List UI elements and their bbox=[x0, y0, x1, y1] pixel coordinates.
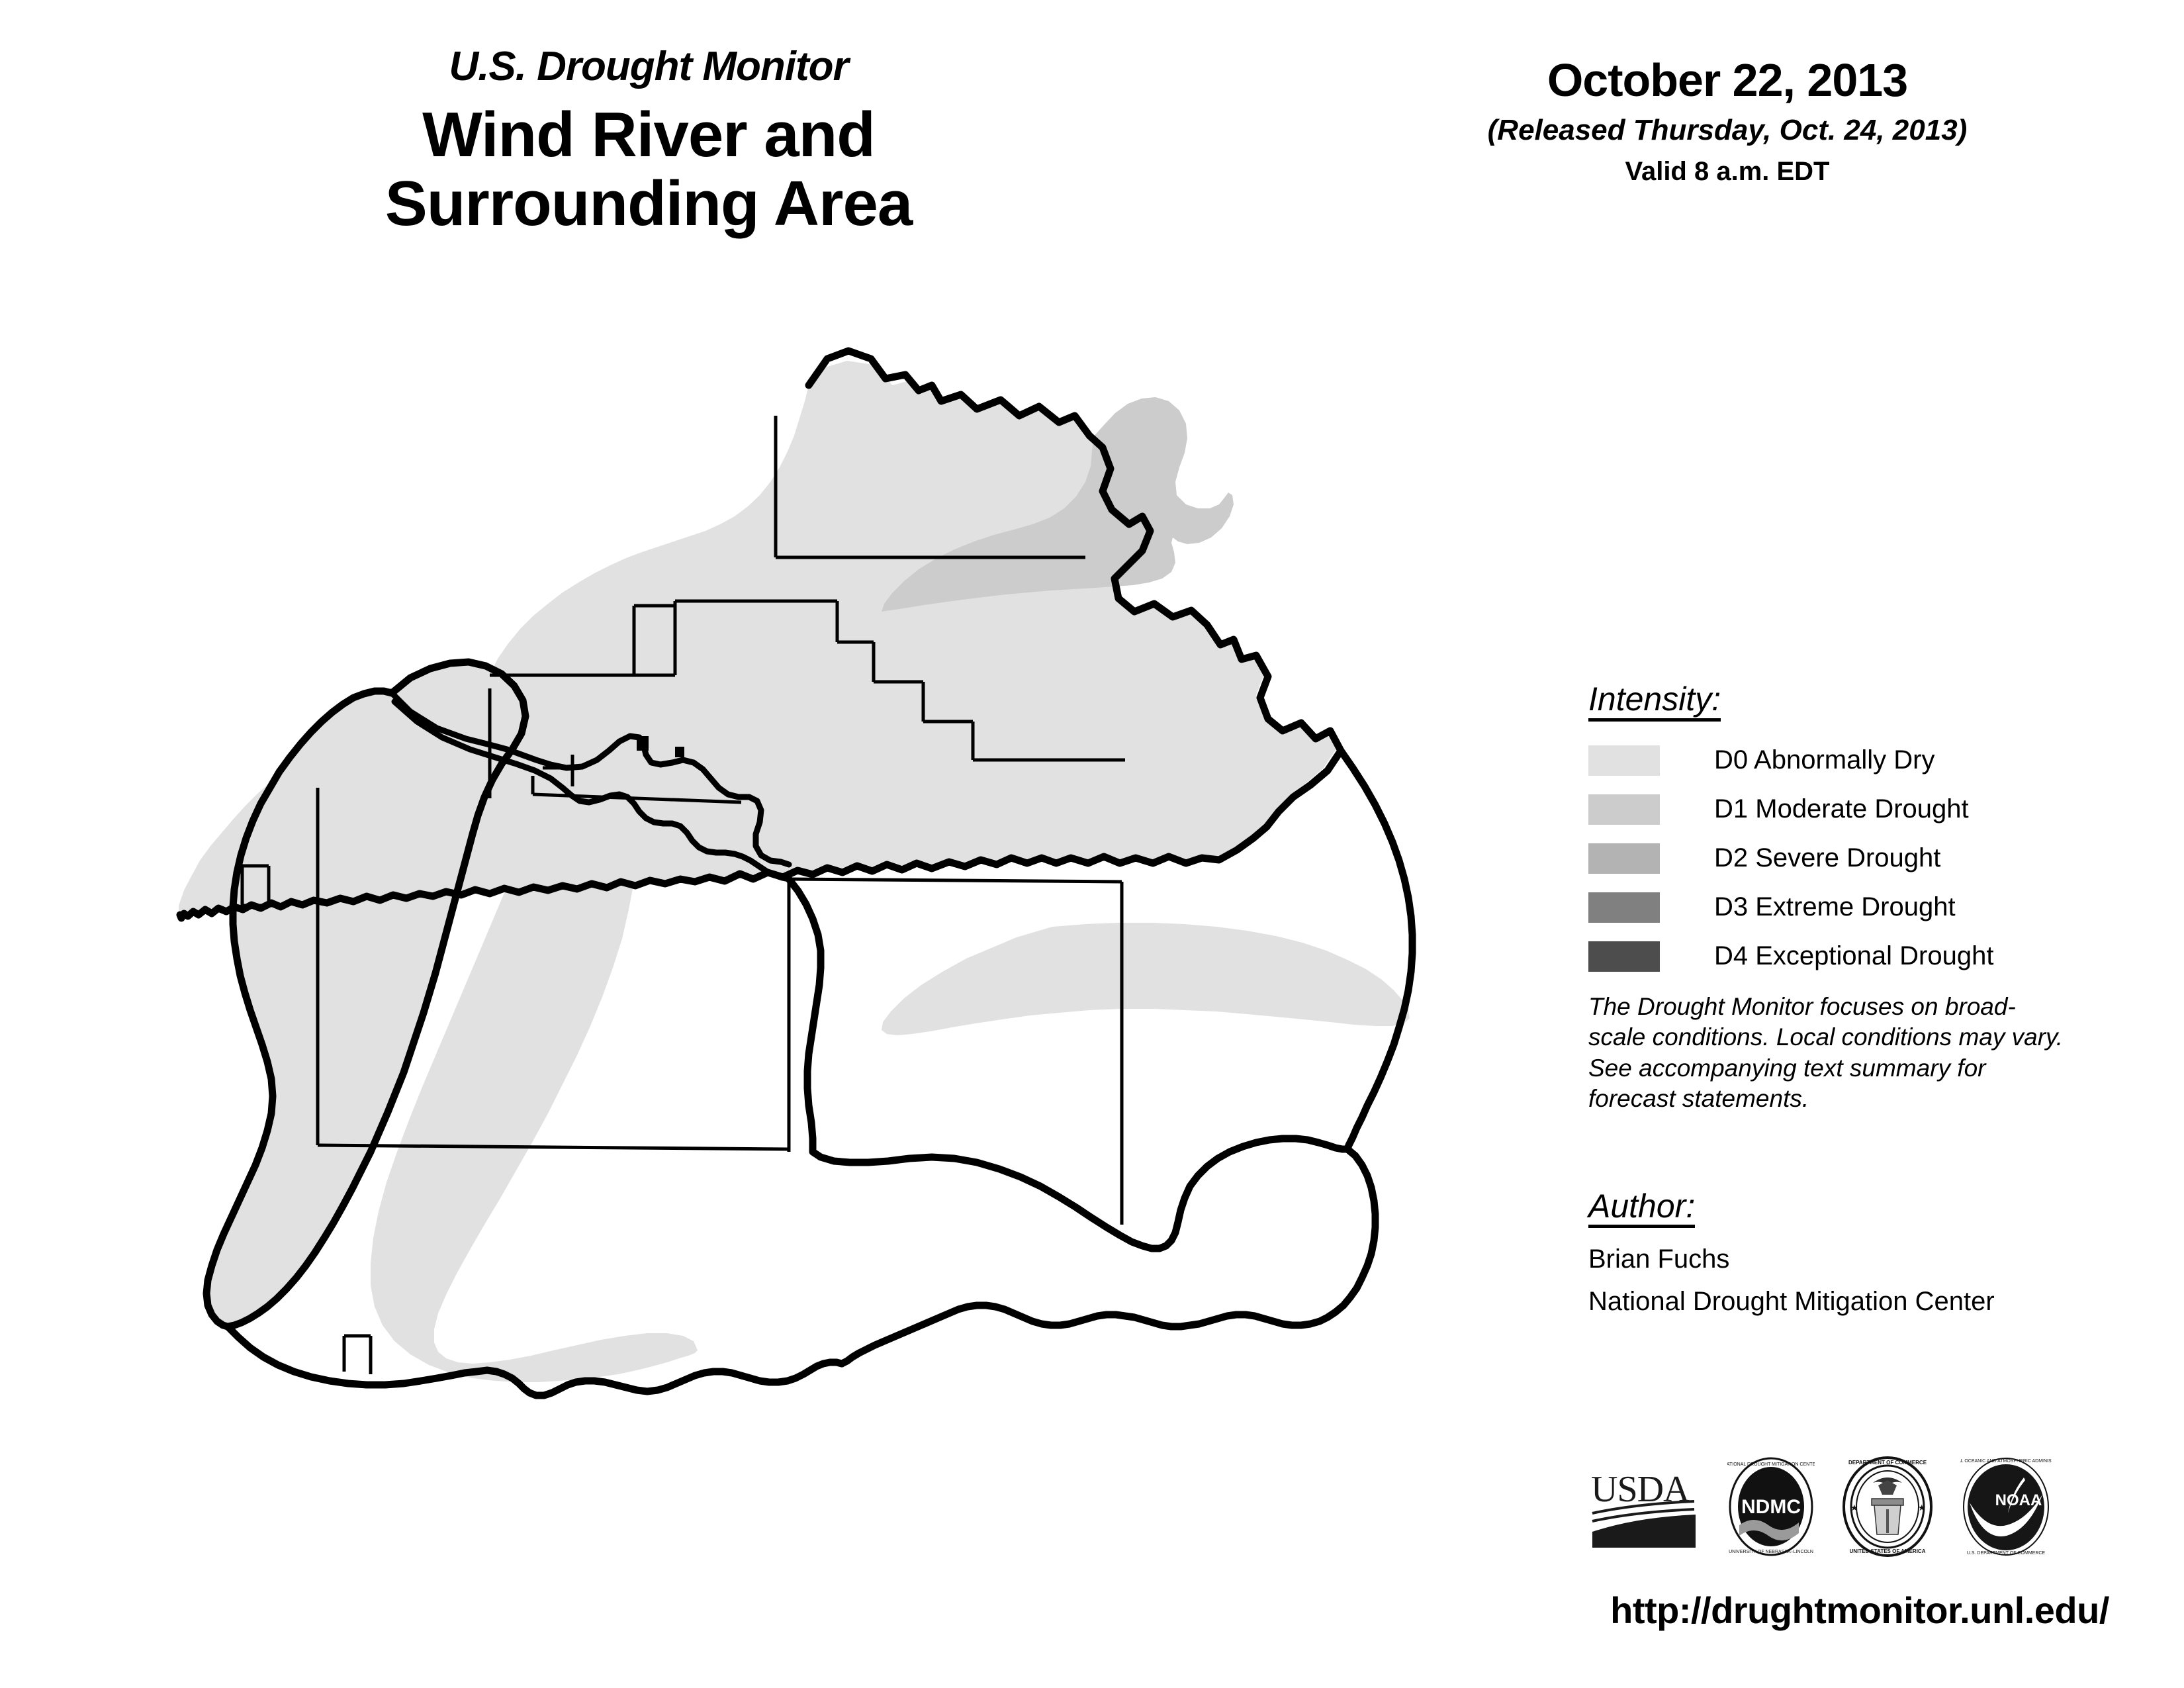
legend-swatch-d4 bbox=[1588, 941, 1660, 972]
svg-text:DEPARTMENT OF COMMERCE: DEPARTMENT OF COMMERCE bbox=[1848, 1460, 1927, 1466]
legend-label-d1: D1 Moderate Drought bbox=[1714, 794, 1969, 823]
basin-outline bbox=[176, 347, 1345, 922]
legend-swatch-d2 bbox=[1588, 843, 1660, 874]
author-name: Brian Fuchs bbox=[1588, 1244, 1730, 1274]
svg-text:NATIONAL OCEANIC AND ATMOSPHER: NATIONAL OCEANIC AND ATMOSPHERIC ADMINIS… bbox=[1960, 1459, 2052, 1464]
legend-item-d0[interactable]: D0 Abnormally Dry bbox=[1588, 745, 2118, 776]
svg-text:NDMC: NDMC bbox=[1741, 1496, 1801, 1518]
valid-date: October 22, 2013 bbox=[1547, 54, 1908, 106]
svg-text:★: ★ bbox=[1918, 1503, 1926, 1513]
svg-text:NATIONAL DROUGHT MITIGATION CE: NATIONAL DROUGHT MITIGATION CENTER bbox=[1727, 1462, 1815, 1467]
legend-swatch-d0 bbox=[1588, 745, 1660, 776]
title-block: U.S. Drought Monitor Wind River and Surr… bbox=[285, 46, 1013, 238]
author-heading: Author: bbox=[1588, 1189, 1696, 1229]
legend-swatch-d1 bbox=[1588, 794, 1660, 825]
legend-label-d4: D4 Exceptional Drought bbox=[1714, 941, 1994, 970]
noaa-logo: NOAA NATIONAL OCEANIC AND ATMOSPHERIC AD… bbox=[1940, 1456, 2071, 1560]
legend-swatch-d3 bbox=[1588, 892, 1660, 923]
site-url[interactable]: http://drughtmonitor.unl.edu/ bbox=[1610, 1589, 2109, 1631]
author-organization: National Drought Mitigation Center bbox=[1588, 1286, 1995, 1316]
county-lines bbox=[240, 416, 1125, 1374]
author-block: Author: Brian Fuchs National Drought Mit… bbox=[1588, 1189, 2118, 1317]
legend-item-d3[interactable]: D3 Extreme Drought bbox=[1588, 892, 2118, 923]
southeast-perimeter bbox=[838, 1145, 1379, 1368]
svg-text:U.S. DEPARTMENT OF COMMERCE: U.S. DEPARTMENT OF COMMERCE bbox=[1967, 1551, 2046, 1556]
legend-panel: Intensity: D0 Abnormally Dry D1 Moderate… bbox=[1588, 682, 2118, 1317]
author-heading-wrap: Author: bbox=[1588, 1189, 2118, 1229]
page-title-line-2: Surrounding Area bbox=[385, 167, 913, 239]
svg-text:USDA: USDA bbox=[1591, 1469, 1690, 1510]
usda-logo: USDA bbox=[1588, 1460, 1701, 1556]
intensity-heading: Intensity: bbox=[1588, 682, 1721, 722]
legend-item-d4[interactable]: D4 Exceptional Drought bbox=[1588, 941, 2118, 972]
disclaimer-text: The Drought Monitor focuses on broad-sca… bbox=[1588, 992, 2064, 1113]
small-map-features bbox=[637, 736, 684, 757]
legend-label-d2: D2 Severe Drought bbox=[1714, 843, 1941, 872]
svg-text:UNIVERSITY OF NEBRASKA–LINCOLN: UNIVERSITY OF NEBRASKA–LINCOLN bbox=[1729, 1550, 1813, 1554]
valid-time: Valid 8 a.m. EDT bbox=[1625, 156, 1830, 186]
reservation-boundary-south bbox=[391, 698, 792, 882]
drought-monitor-supertitle: U.S. Drought Monitor bbox=[449, 44, 848, 89]
northeast-perimeter bbox=[1337, 747, 1416, 1153]
region-d0-southwest-band bbox=[371, 677, 698, 1382]
date-block: October 22, 2013 (Released Thursday, Oct… bbox=[1443, 56, 2012, 187]
legend-label-d0: D0 Abnormally Dry bbox=[1714, 745, 1935, 774]
reservation-boundary bbox=[387, 688, 792, 868]
doc-seal-logo: DEPARTMENT OF COMMERCE UNITED STATES OF … bbox=[1841, 1456, 1934, 1560]
svg-text:★: ★ bbox=[1850, 1503, 1858, 1513]
south-basin-outline bbox=[224, 1323, 846, 1399]
logo-row: USDA NDMC NATIONAL DROUGHT MITIGATION CE… bbox=[1588, 1456, 2118, 1560]
svg-text:NOAA: NOAA bbox=[1995, 1491, 2042, 1509]
page-title-line-1: Wind River and bbox=[422, 99, 876, 170]
legend-label-d3: D3 Extreme Drought bbox=[1714, 892, 1956, 921]
page-title: Wind River and Surrounding Area bbox=[285, 101, 1013, 238]
region-d0-east bbox=[882, 923, 1410, 1035]
region-d0-west bbox=[205, 661, 524, 1325]
release-date: (Released Thursday, Oct. 24, 2013) bbox=[1487, 113, 1968, 146]
southeast-outline bbox=[785, 875, 1351, 1252]
legend-item-d2[interactable]: D2 Severe Drought bbox=[1588, 843, 2118, 874]
map-svg bbox=[176, 347, 1416, 1399]
intensity-heading-wrap: Intensity: bbox=[1588, 682, 2118, 722]
drought-map[interactable] bbox=[79, 331, 1482, 1648]
legend-list: D0 Abnormally Dry D1 Moderate Drought D2… bbox=[1588, 745, 2118, 972]
svg-text:UNITED STATES OF AMERICA: UNITED STATES OF AMERICA bbox=[1850, 1548, 1926, 1554]
legend-item-d1[interactable]: D1 Moderate Drought bbox=[1588, 794, 2118, 825]
ndmc-logo: NDMC NATIONAL DROUGHT MITIGATION CENTER … bbox=[1723, 1456, 1819, 1560]
